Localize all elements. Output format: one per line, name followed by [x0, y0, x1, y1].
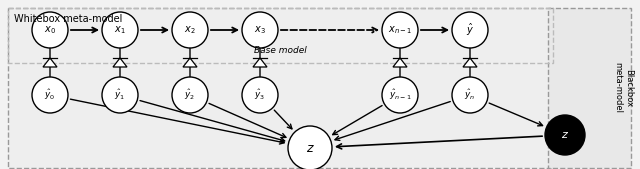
- Polygon shape: [463, 58, 477, 67]
- Circle shape: [545, 115, 585, 155]
- Circle shape: [452, 12, 488, 48]
- Text: $x_3$: $x_3$: [254, 24, 266, 36]
- Text: $x_0$: $x_0$: [44, 24, 56, 36]
- Text: $z$: $z$: [305, 141, 314, 154]
- Bar: [8, 8, 553, 63]
- Text: $\hat{y}$: $\hat{y}$: [466, 22, 474, 38]
- Bar: [8, 8, 553, 168]
- Circle shape: [102, 77, 138, 113]
- Circle shape: [382, 12, 418, 48]
- Polygon shape: [183, 58, 197, 67]
- Circle shape: [32, 77, 68, 113]
- Text: $\hat{y}_{n-1}$: $\hat{y}_{n-1}$: [388, 88, 412, 102]
- Text: $\hat{y}_1$: $\hat{y}_1$: [115, 88, 125, 102]
- Text: Blackbox
meta-model: Blackbox meta-model: [613, 63, 633, 114]
- Text: $\hat{y}_2$: $\hat{y}_2$: [184, 88, 195, 102]
- Text: $z$: $z$: [561, 130, 569, 140]
- Text: $x_{n-1}$: $x_{n-1}$: [388, 24, 412, 36]
- Polygon shape: [43, 58, 57, 67]
- Circle shape: [242, 77, 278, 113]
- Circle shape: [382, 77, 418, 113]
- Text: $\hat{y}_3$: $\hat{y}_3$: [255, 88, 266, 102]
- Text: $\hat{y}_n$: $\hat{y}_n$: [465, 88, 476, 102]
- Circle shape: [172, 12, 208, 48]
- Circle shape: [452, 77, 488, 113]
- Text: $x_2$: $x_2$: [184, 24, 196, 36]
- Circle shape: [288, 126, 332, 169]
- Polygon shape: [393, 58, 407, 67]
- Text: $x_1$: $x_1$: [114, 24, 126, 36]
- Bar: [548, 8, 631, 168]
- Circle shape: [102, 12, 138, 48]
- Circle shape: [242, 12, 278, 48]
- Polygon shape: [253, 58, 267, 67]
- Circle shape: [32, 12, 68, 48]
- Text: Base model: Base model: [254, 46, 307, 55]
- Text: Whitebox meta-model: Whitebox meta-model: [14, 14, 122, 24]
- Polygon shape: [113, 58, 127, 67]
- Text: $\hat{y}_0$: $\hat{y}_0$: [44, 88, 56, 102]
- Circle shape: [172, 77, 208, 113]
